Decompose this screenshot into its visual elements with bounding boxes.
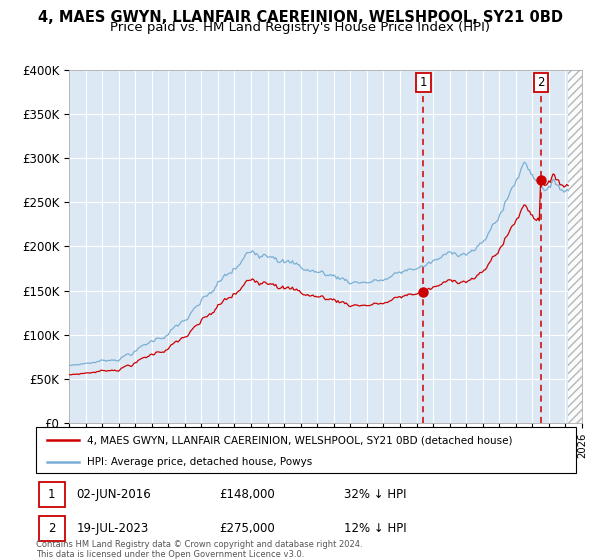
Text: 19-JUL-2023: 19-JUL-2023 xyxy=(77,522,149,535)
Polygon shape xyxy=(568,49,582,423)
Text: 1: 1 xyxy=(420,76,427,89)
Text: 2: 2 xyxy=(538,76,545,89)
Text: 2: 2 xyxy=(48,522,55,535)
Text: 12% ↓ HPI: 12% ↓ HPI xyxy=(344,522,406,535)
FancyBboxPatch shape xyxy=(39,482,65,507)
Text: Contains HM Land Registry data © Crown copyright and database right 2024.
This d: Contains HM Land Registry data © Crown c… xyxy=(36,540,362,559)
FancyBboxPatch shape xyxy=(36,427,576,473)
FancyBboxPatch shape xyxy=(39,516,65,540)
Text: £148,000: £148,000 xyxy=(220,488,275,501)
Text: HPI: Average price, detached house, Powys: HPI: Average price, detached house, Powy… xyxy=(88,457,313,466)
Text: Price paid vs. HM Land Registry's House Price Index (HPI): Price paid vs. HM Land Registry's House … xyxy=(110,21,490,34)
Text: 1: 1 xyxy=(48,488,55,501)
Text: £275,000: £275,000 xyxy=(220,522,275,535)
Text: 4, MAES GWYN, LLANFAIR CAEREINION, WELSHPOOL, SY21 0BD (detached house): 4, MAES GWYN, LLANFAIR CAEREINION, WELSH… xyxy=(88,435,513,445)
Text: 4, MAES GWYN, LLANFAIR CAEREINION, WELSHPOOL, SY21 0BD: 4, MAES GWYN, LLANFAIR CAEREINION, WELSH… xyxy=(37,10,563,25)
Text: 02-JUN-2016: 02-JUN-2016 xyxy=(77,488,151,501)
Text: 32% ↓ HPI: 32% ↓ HPI xyxy=(344,488,406,501)
